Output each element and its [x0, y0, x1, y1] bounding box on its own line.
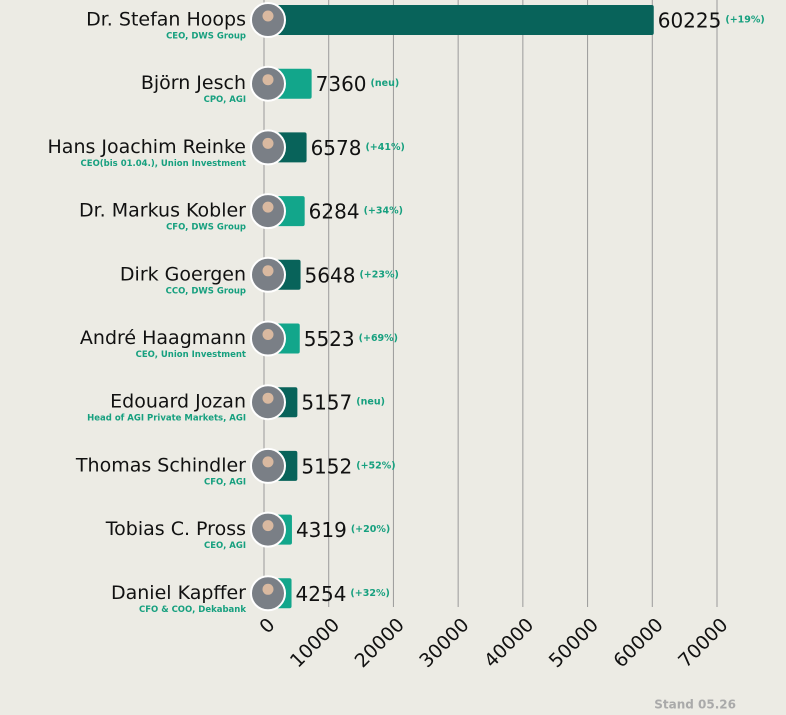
change-label: (+52%)	[356, 460, 395, 471]
change-label: (+20%)	[351, 524, 390, 535]
x-tick-label: 20000	[351, 614, 409, 672]
name-label: Björn Jesch	[141, 72, 246, 94]
x-tick-label: 70000	[674, 614, 732, 672]
change-label: (neu)	[371, 78, 400, 89]
name-label: André Haagmann	[80, 327, 246, 349]
change-label: (+41%)	[365, 142, 404, 153]
avatar-head	[262, 583, 274, 595]
name-label: Hans Joachim Reinke	[48, 136, 246, 158]
name-label: Edouard Jozan	[110, 391, 246, 413]
role-label: CPO, AGI	[204, 95, 246, 105]
x-tick-label: 50000	[545, 614, 603, 672]
x-tick-label: 60000	[609, 614, 667, 672]
bars	[250, 2, 654, 612]
value-label: 6284	[309, 200, 360, 224]
role-label: CFO, DWS Group	[166, 223, 246, 233]
avatar-head	[262, 520, 274, 532]
name-label: Daniel Kapffer	[111, 582, 246, 604]
value-label: 4319	[296, 518, 347, 542]
change-label: (+19%)	[725, 15, 764, 26]
name-label: Dr. Stefan Hoops	[86, 9, 246, 31]
footnote: Stand 05.26	[654, 698, 736, 712]
change-label: (+23%)	[359, 269, 398, 280]
avatar-head	[262, 137, 274, 149]
grid	[263, 0, 718, 607]
name-label: Dirk Goergen	[120, 263, 246, 285]
x-tick-label: 10000	[286, 614, 344, 672]
avatar-head	[262, 74, 274, 86]
avatar-head	[262, 10, 274, 22]
name-label: Tobias C. Pross	[105, 518, 246, 540]
x-tick-label: 0	[255, 614, 279, 638]
value-label: 6578	[311, 136, 362, 160]
role-label: CFO & COO, Dekabank	[139, 605, 246, 615]
role-label: CCO, DWS Group	[166, 286, 246, 296]
change-label: (+34%)	[364, 206, 403, 217]
bar	[264, 5, 654, 35]
value-label: 5157	[301, 391, 352, 415]
avatar-head	[262, 201, 274, 213]
avatar-head	[262, 392, 274, 404]
value-label: 60225	[658, 9, 722, 33]
name-label: Thomas Schindler	[75, 454, 246, 476]
value-label: 5152	[301, 454, 352, 478]
x-tick-label: 40000	[480, 614, 538, 672]
name-label: Dr. Markus Kobler	[79, 200, 246, 222]
change-label: (neu)	[356, 397, 385, 408]
x-tick-label: 30000	[415, 614, 473, 672]
value-label: 7360	[316, 72, 367, 96]
role-label: CEO, Union Investment	[136, 350, 246, 360]
role-label: CEO, AGI	[204, 541, 246, 551]
avatar-head	[262, 456, 274, 468]
change-label: (+69%)	[359, 333, 398, 344]
value-label: 4254	[296, 582, 347, 606]
role-label: CEO, DWS Group	[166, 32, 246, 42]
role-label: CFO, AGI	[204, 477, 246, 487]
value-label: 5648	[305, 263, 356, 287]
role-label: CEO(bis 01.04.), Union Investment	[81, 159, 246, 169]
avatar-head	[262, 265, 274, 277]
value-label: 5523	[304, 327, 355, 351]
avatar-head	[262, 329, 274, 340]
role-label: Head of AGI Private Markets, AGI	[87, 414, 246, 424]
change-label: (+32%)	[350, 588, 389, 599]
